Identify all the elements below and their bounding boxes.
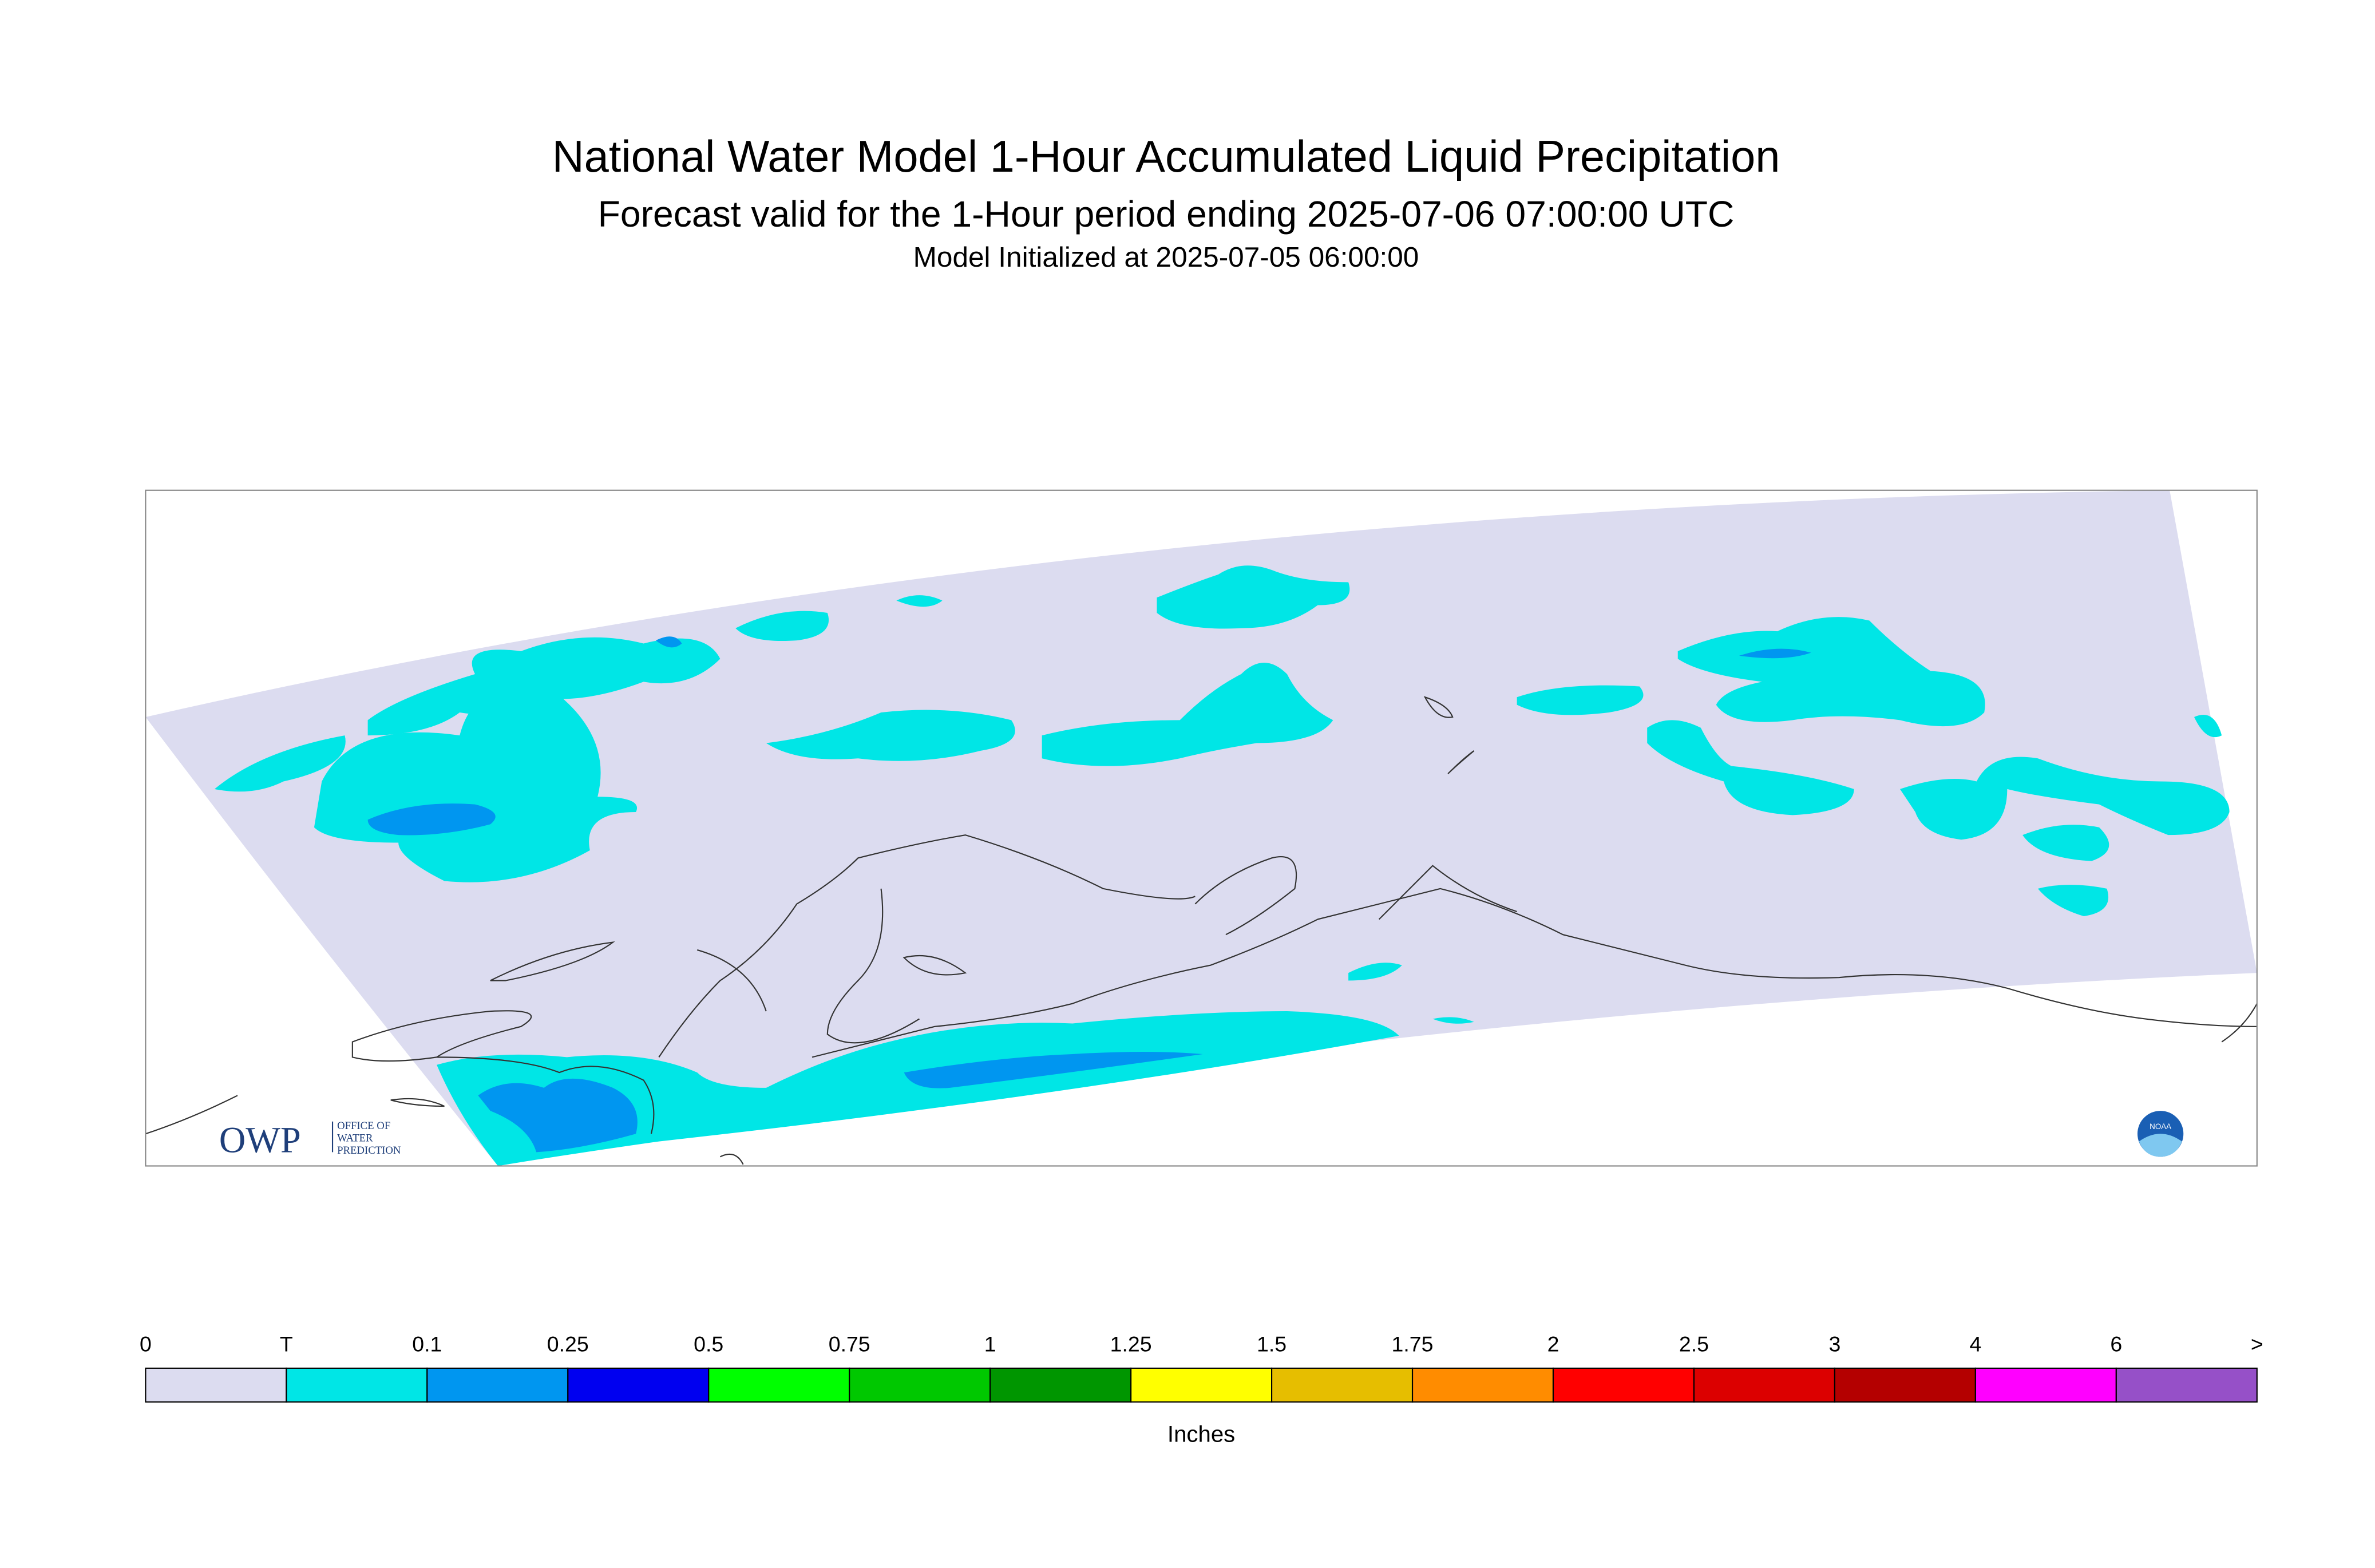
map: OWP OFFICE OF WATER PREDICTION NOAA <box>145 489 2258 1167</box>
colorbar-label: 1.75 <box>1392 1332 1434 1356</box>
subtitle: Forecast valid for the 1-Hour period end… <box>598 193 1735 235</box>
owp-mark: OWP <box>219 1119 301 1160</box>
colorbar-bin <box>708 1367 850 1403</box>
owp-text: OFFICE OF <box>337 1120 390 1132</box>
colorbar-label: 0.5 <box>694 1332 723 1356</box>
colorbar-label: 1.5 <box>1257 1332 1287 1356</box>
colorbar-label: 4 <box>1969 1332 1981 1356</box>
colorbar-label: 0 <box>140 1332 152 1356</box>
colorbar-label: T <box>280 1332 293 1356</box>
colorbar-bin <box>426 1367 569 1403</box>
colorbar-label: > <box>2251 1332 2263 1356</box>
noaa-logo: NOAA <box>2137 1111 2184 1157</box>
colorbar-label: 0.25 <box>547 1332 589 1356</box>
colorbar-bin <box>567 1367 710 1403</box>
owp-text: WATER <box>337 1133 373 1145</box>
colorbar-bin <box>286 1367 428 1403</box>
colorbar-bin <box>1552 1367 1695 1403</box>
colorbar-bin <box>1974 1367 2117 1403</box>
colorbar-bin <box>1411 1367 1554 1403</box>
colorbar-bin <box>1271 1367 1414 1403</box>
noaa-text: NOAA <box>2150 1122 2171 1131</box>
init-time: Model Initialized at 2025-07-05 06:00:00 <box>913 241 1419 273</box>
colorbar-label: 1 <box>984 1332 996 1356</box>
colorbar-bin <box>2115 1367 2258 1403</box>
map-frame <box>145 489 2258 1167</box>
colorbar-bin <box>1834 1367 1976 1403</box>
colorbar-label: 3 <box>1828 1332 1840 1356</box>
colorbar-bin <box>145 1367 287 1403</box>
colorbar-label: 2 <box>1547 1332 1559 1356</box>
colorbar-label: 6 <box>2110 1332 2122 1356</box>
precip-trace <box>214 565 2230 1166</box>
owp-logo: OWP OFFICE OF WATER PREDICTION <box>219 1119 401 1160</box>
colorbar-label: 0.75 <box>829 1332 870 1356</box>
colorbar-bin <box>1130 1367 1273 1403</box>
colorbar-unit: Inches <box>1167 1421 1235 1447</box>
colorbar-bin <box>1693 1367 1835 1403</box>
colorbar-label: 0.1 <box>412 1332 442 1356</box>
colorbar: Inches 0 T 0.1 0.25 0.5 0.75 1 1.25 1.5 1.75 2 2.5 3… <box>140 1332 2263 1447</box>
colorbar-label: 2.5 <box>1679 1332 1709 1356</box>
colorbar-bin <box>849 1367 991 1403</box>
colorbar-bin <box>989 1367 1132 1403</box>
title: National Water Model 1-Hour Accumulated … <box>552 132 1780 181</box>
colorbar-label: 1.25 <box>1110 1332 1152 1356</box>
coastlines <box>145 696 2257 1165</box>
owp-text: PREDICTION <box>337 1145 401 1157</box>
